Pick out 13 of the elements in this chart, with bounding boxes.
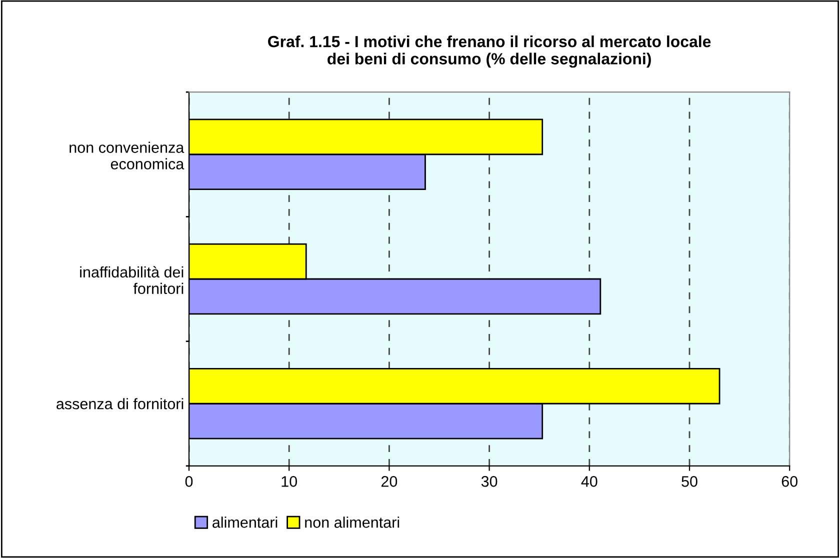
x-tick-label: 50 <box>682 476 698 487</box>
x-tick-label: 40 <box>581 476 598 487</box>
x-tick-label: 10 <box>282 476 297 487</box>
legend-label: non alimentari <box>305 516 400 528</box>
chart-title: Graf. 1.15 - I motivi che frenano il ricorso al mercato locale dei beni di consumo (% delle segnalazioni) <box>268 36 711 68</box>
y-tick-label: assenza di fornitori <box>56 398 184 410</box>
x-tick-label: 20 <box>381 476 398 487</box>
y-tick-label: non convenienza economica <box>70 142 184 170</box>
x-tick-label: 0 <box>185 476 193 487</box>
legend-label: alimentari <box>212 516 278 528</box>
x-tick-label: 30 <box>481 476 498 487</box>
x-tick-label: 60 <box>782 476 798 487</box>
y-tick-label: inaffidabilità dei fornitori <box>80 266 184 294</box>
